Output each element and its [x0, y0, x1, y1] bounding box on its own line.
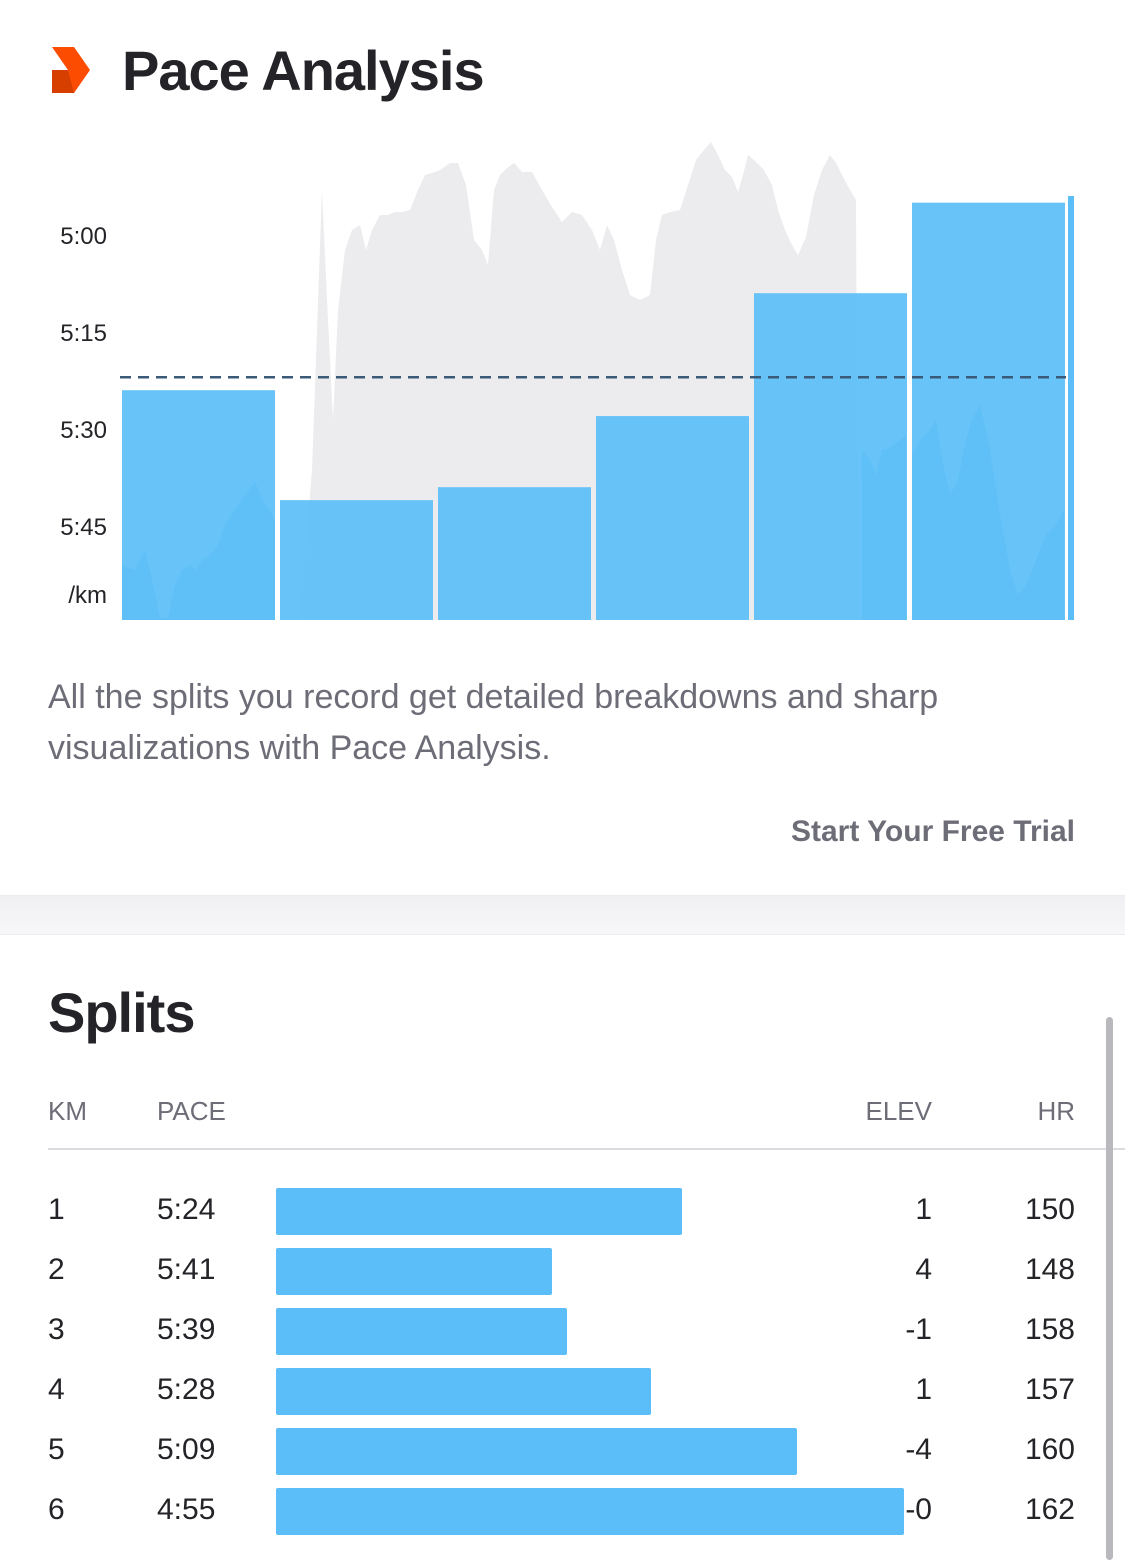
y-axis-label: 5:45 [60, 514, 107, 541]
split-row: 2 5:41 4 148 [0, 1245, 1125, 1305]
pace-bar [912, 202, 1065, 620]
split-pace: 5:28 [157, 1373, 216, 1406]
chevron-right-icon [52, 47, 90, 93]
splits-title: Splits [48, 981, 195, 1044]
page-title: Pace Analysis [122, 38, 485, 102]
pace-chart-svg [120, 142, 1074, 620]
split-pace-bar [276, 1368, 651, 1415]
split-km: 3 [48, 1313, 65, 1346]
split-bars [122, 196, 1074, 620]
split-elev: 1 [915, 1373, 932, 1406]
split-elev: 4 [915, 1253, 932, 1286]
split-pace-bar [276, 1428, 797, 1475]
scrollbar[interactable] [1106, 1017, 1113, 1560]
y-axis-label: 5:00 [60, 223, 107, 250]
split-row: 5 5:09 -4 160 [0, 1425, 1125, 1485]
split-pace-bar [276, 1488, 904, 1535]
split-km: 5 [48, 1433, 65, 1466]
split-pace: 5:24 [157, 1193, 216, 1226]
split-row: 1 5:24 1 150 [0, 1185, 1125, 1245]
start-free-trial-link[interactable]: Start Your Free Trial [791, 815, 1075, 848]
split-pace: 5:09 [157, 1433, 216, 1466]
pace-bar [438, 487, 591, 620]
split-pace-bar [276, 1188, 682, 1235]
y-axis-unit: /km [68, 582, 107, 609]
split-pace: 4:55 [157, 1493, 216, 1526]
pace-chart: 5:00 5:15 5:30 5:45 /km [0, 130, 1125, 640]
y-axis-label: 5:15 [60, 320, 107, 347]
column-header-elev: ELEV [865, 1096, 933, 1126]
split-pace: 5:39 [157, 1313, 216, 1346]
pace-bar [754, 293, 907, 620]
split-hr: 158 [1024, 1313, 1075, 1346]
pace-bar [122, 390, 275, 620]
y-axis-label: 5:30 [60, 417, 107, 444]
header-divider [48, 1148, 1125, 1150]
split-km: 1 [48, 1193, 65, 1226]
split-elev: -1 [905, 1313, 932, 1346]
split-hr: 162 [1024, 1493, 1075, 1526]
pace-bar [596, 416, 749, 620]
feature-description: All the splits you record get detailed b… [48, 678, 939, 767]
split-km: 4 [48, 1373, 65, 1406]
section-header: Pace Analysis [50, 30, 485, 110]
split-row: 6 4:55 -0 162 [0, 1485, 1125, 1545]
split-hr: 148 [1024, 1253, 1075, 1286]
split-pace: 5:41 [157, 1253, 216, 1286]
split-elev: -0 [905, 1493, 932, 1526]
split-hr: 150 [1024, 1193, 1075, 1226]
split-row: 4 5:28 1 157 [0, 1365, 1125, 1425]
pace-bar [280, 500, 433, 620]
split-elev: -4 [905, 1433, 932, 1466]
column-header-hr: HR [1037, 1096, 1075, 1126]
split-pace-bar [276, 1308, 567, 1355]
pace-bar-partial [1068, 196, 1074, 620]
split-km: 6 [48, 1493, 65, 1526]
section-divider [0, 895, 1125, 935]
column-header-pace: PACE [157, 1096, 226, 1126]
split-pace-bar [276, 1248, 552, 1295]
split-km: 2 [48, 1253, 65, 1286]
split-hr: 157 [1024, 1373, 1075, 1406]
split-elev: 1 [915, 1193, 932, 1226]
split-row: 3 5:39 -1 158 [0, 1305, 1125, 1365]
split-hr: 160 [1024, 1433, 1075, 1466]
column-header-km: KM [48, 1096, 87, 1126]
